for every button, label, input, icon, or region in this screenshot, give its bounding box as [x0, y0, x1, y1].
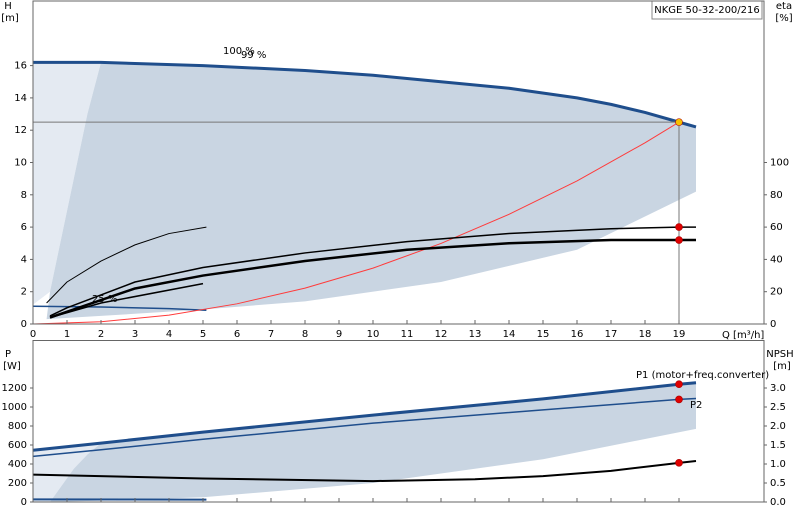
curve	[32, 305, 207, 312]
x-tick-label: 8	[302, 329, 308, 340]
y-tick-label: 600	[8, 440, 27, 451]
y-tick-label: 200	[8, 478, 27, 489]
y-tick-label: 14	[14, 93, 27, 104]
y-axis-unit: [m]	[1, 13, 19, 24]
x-axis-label: Q [m³/h]	[722, 330, 764, 341]
y-axis-label: H	[4, 1, 12, 12]
envelope-area	[33, 62, 101, 305]
y-tick-label: 12	[14, 125, 27, 136]
curve	[32, 121, 680, 325]
y-tick-label: 1200	[2, 383, 27, 394]
annotation: P2	[690, 400, 702, 411]
y2-tick-label: 60	[770, 222, 783, 233]
y2-tick-label: 20	[770, 287, 783, 298]
x-tick-label: 17	[605, 329, 618, 340]
y2-tick-label: 3.0	[770, 383, 786, 394]
y-tick-label: 16	[14, 61, 27, 72]
x-tick-label: 5	[200, 329, 206, 340]
x-tick-label: 2	[98, 329, 104, 340]
x-tick-label: 15	[537, 329, 550, 340]
x-tick-label: 10	[367, 329, 380, 340]
y2-tick-label: 100	[770, 158, 789, 169]
curve	[32, 459, 697, 483]
x-tick-label: 1	[64, 329, 70, 340]
y-tick-label: 800	[8, 421, 27, 432]
annotation: 100 %	[223, 46, 255, 57]
envelope-area	[33, 443, 101, 502]
y2-axis-unit: [m]	[773, 361, 791, 372]
duty-point	[675, 380, 683, 389]
curve	[49, 226, 696, 317]
y-tick-label: 0	[21, 319, 27, 330]
curve	[49, 238, 696, 319]
y2-axis-unit: [%]	[775, 13, 792, 24]
plot-frame	[32, 340, 765, 503]
chart-title: NKGE 50-32-200/216	[654, 5, 760, 16]
y2-axis-label: eta	[776, 1, 792, 12]
envelope-area	[50, 382, 696, 502]
y2-tick-label: 0.0	[770, 497, 786, 508]
annotation: P1 (motor+freq.converter)	[636, 370, 769, 381]
x-tick-label: 19	[673, 329, 686, 340]
duty-point	[675, 118, 683, 126]
x-tick-label: 0	[30, 329, 36, 340]
y-tick-label: 2	[21, 287, 27, 298]
y2-tick-label: 0	[770, 319, 776, 330]
y2-tick-label: 80	[770, 190, 783, 201]
x-tick-label: 14	[503, 329, 516, 340]
y-tick-label: 6	[21, 222, 27, 233]
y2-tick-label: 1.5	[770, 440, 786, 451]
x-tick-label: 9	[336, 329, 342, 340]
curve	[46, 226, 207, 304]
y-tick-label: 4	[21, 254, 27, 265]
y-tick-label: 8	[21, 190, 27, 201]
y-tick-label: 400	[8, 459, 27, 470]
x-tick-label: 11	[401, 329, 414, 340]
annotation: 25 %	[92, 294, 117, 305]
x-tick-label: 13	[469, 329, 482, 340]
duty-point	[675, 236, 683, 244]
x-tick-label: 7	[268, 329, 274, 340]
y2-tick-label: 2.5	[770, 402, 786, 413]
envelope-area	[46, 62, 697, 320]
x-tick-label: 12	[435, 329, 448, 340]
y-axis-label: P	[5, 349, 11, 360]
y-tick-label: 10	[14, 158, 27, 169]
y2-tick-label: 0.5	[770, 478, 786, 489]
duty-point	[675, 223, 683, 231]
x-tick-label: 4	[166, 329, 172, 340]
y2-tick-label: 40	[770, 254, 783, 265]
x-tick-label: 6	[234, 329, 240, 340]
x-tick-label: 16	[571, 329, 584, 340]
x-tick-label: 18	[639, 329, 652, 340]
annotation: 99 %	[241, 50, 266, 61]
x-tick-label: 3	[132, 329, 138, 340]
duty-point	[675, 395, 683, 404]
y2-tick-label: 2.0	[770, 421, 786, 432]
y-tick-label: 0	[21, 497, 27, 508]
y2-axis-label: NPSH	[766, 349, 793, 360]
duty-point	[675, 459, 683, 467]
curve	[33, 60, 697, 129]
y-axis-unit: [W]	[3, 361, 21, 372]
y2-tick-label: 1.0	[770, 459, 786, 470]
y-tick-label: 1000	[2, 402, 27, 413]
